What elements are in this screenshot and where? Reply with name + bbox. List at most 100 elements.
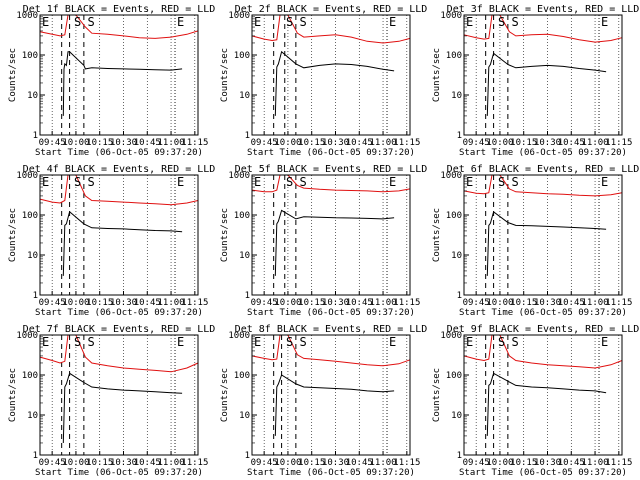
x-axis-label: Start Time (06-Oct-05 09:37:20) [459,468,627,478]
panel-title: Det 9f BLACK = Events, RED = LLD [447,324,640,335]
y-tick-label: 1 [33,131,38,141]
series-events [62,372,183,444]
series-lld [251,174,411,193]
plot-frame [251,334,411,456]
x-tick-label: 10:30 [110,458,137,468]
x-tick-label: 10:45 [346,458,373,468]
x-tick-label: 10:30 [110,138,137,148]
x-tick-label: 11:15 [181,458,208,468]
x-tick-label: 10:15 [510,458,537,468]
x-tick-label: 10:45 [134,298,161,308]
panel-title: Det 4f BLACK = Events, RED = LLD [23,164,216,175]
x-tick-label: 10:45 [134,138,161,148]
marker-label: E [177,175,184,189]
x-axis-label: Start Time (06-Oct-05 09:37:20) [35,308,203,318]
x-axis-label: Start Time (06-Oct-05 09:37:20) [247,148,415,158]
marker-label: S [299,175,306,189]
x-axis-label: Start Time (06-Oct-05 09:37:20) [459,308,627,318]
panel-title: Det 3f BLACK = Events, RED = LLD [447,4,640,15]
y-axis-label: Counts/sec [432,368,442,422]
y-tick-label: 1 [457,451,462,461]
marker-label: E [466,175,473,189]
marker-label: E [466,335,473,349]
marker-label: S [299,15,306,29]
marker-label: S [511,15,518,29]
plot-frame [39,174,199,296]
series-events [274,374,395,436]
x-tick-label: 10:15 [86,458,113,468]
x-tick-label: 10:15 [298,138,325,148]
x-tick-label: 10:45 [346,298,373,308]
x-tick-label: 11:00 [582,298,609,308]
marker-label: S [286,175,293,189]
x-tick-label: 11:15 [181,298,208,308]
x-tick-label: 10:45 [134,458,161,468]
marker-label: E [466,15,473,29]
x-tick-label: 11:00 [582,138,609,148]
marker-label: E [254,335,261,349]
y-axis-label: Counts/sec [220,368,230,422]
marker-label: S [74,335,81,349]
series-events [486,210,607,276]
marker-label: S [74,15,81,29]
plot-frame [463,174,623,296]
x-tick-label: 09:45 [463,458,490,468]
x-tick-label: 10:45 [558,458,585,468]
y-axis-label: Counts/sec [8,48,18,102]
series-lld [39,174,199,206]
y-axis-label: Counts/sec [220,48,230,102]
x-tick-label: 10:15 [298,298,325,308]
x-tick-label: 11:15 [605,298,632,308]
x-tick-label: 11:00 [370,138,397,148]
marker-label: E [601,175,608,189]
plot-frame [463,14,623,136]
y-tick-label: 10 [27,251,38,261]
marker-label: S [511,335,518,349]
x-tick-label: 10:00 [486,458,513,468]
y-tick-label: 1 [457,291,462,301]
series-lld [463,334,623,369]
panel-title: Det 2f BLACK = Events, RED = LLD [235,4,428,15]
y-tick-label: 10 [239,411,250,421]
y-tick-label: 1 [245,131,250,141]
x-tick-label: 10:15 [510,298,537,308]
x-tick-label: 10:00 [486,298,513,308]
x-tick-label: 10:30 [322,138,349,148]
marker-label: S [74,175,81,189]
marker-label: S [299,335,306,349]
y-tick-label: 100 [234,371,250,381]
y-tick-label: 1 [33,451,38,461]
x-tick-label: 11:15 [605,458,632,468]
marker-label: S [87,175,94,189]
y-axis-label: Counts/sec [8,208,18,262]
plot-frame [251,174,411,296]
marker-label: S [87,335,94,349]
x-tick-label: 11:15 [393,138,420,148]
y-tick-label: 1000 [440,171,462,181]
series-events [486,372,607,436]
x-tick-label: 10:00 [274,298,301,308]
x-tick-label: 10:00 [486,138,513,148]
y-tick-label: 100 [22,211,38,221]
x-tick-label: 11:00 [158,458,185,468]
x-tick-label: 10:15 [298,458,325,468]
marker-label: S [498,15,505,29]
y-tick-label: 1000 [228,171,250,181]
x-tick-label: 10:45 [558,138,585,148]
y-axis-label: Counts/sec [432,208,442,262]
panel-title: Det 5f BLACK = Events, RED = LLD [235,164,428,175]
y-tick-label: 1000 [440,331,462,341]
x-tick-label: 10:30 [322,298,349,308]
x-tick-label: 10:30 [534,138,561,148]
series-lld [251,334,411,367]
x-tick-label: 10:15 [86,138,113,148]
plot-frame [463,334,623,456]
y-tick-label: 10 [451,251,462,261]
y-tick-label: 100 [446,371,462,381]
y-tick-label: 10 [27,91,38,101]
